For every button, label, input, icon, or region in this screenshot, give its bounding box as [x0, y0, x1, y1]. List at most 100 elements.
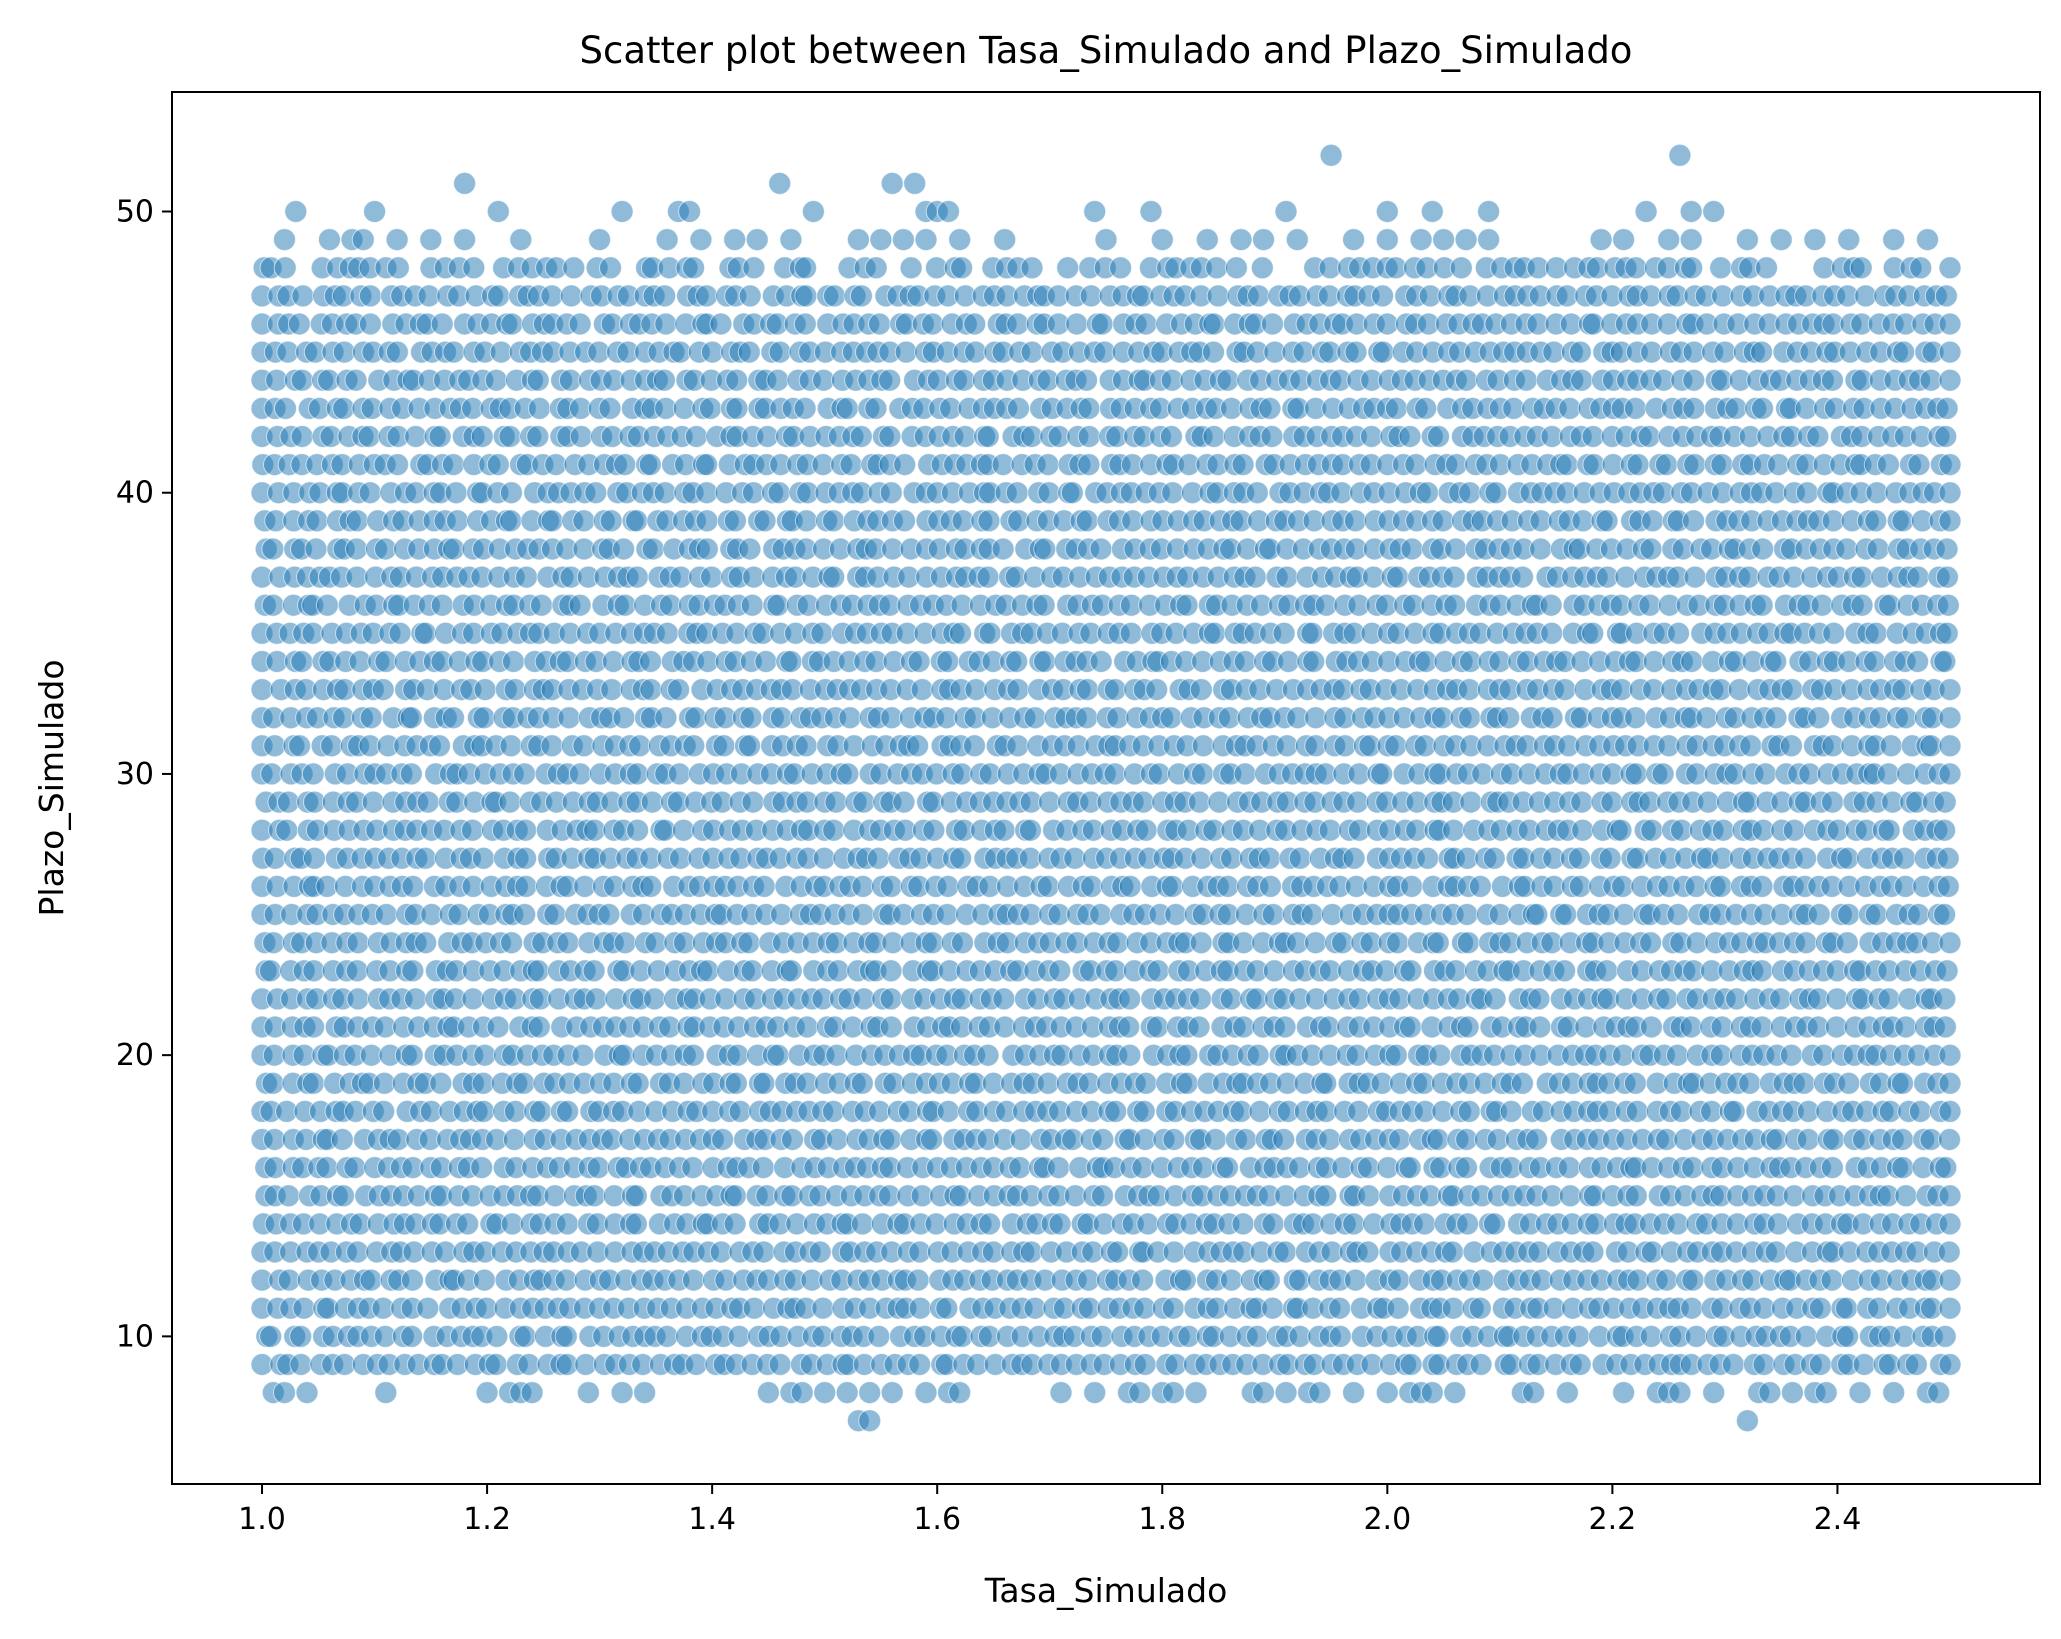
data-point [1416, 846, 1440, 870]
data-point [1308, 1381, 1332, 1405]
data-point [1666, 903, 1690, 926]
data-point [612, 537, 636, 561]
data-point [1640, 818, 1664, 842]
data-point [1252, 1381, 1275, 1405]
data-point [1400, 537, 1424, 561]
data-point [1427, 425, 1450, 448]
data-point [790, 1381, 814, 1405]
data-point [1680, 256, 1704, 280]
data-point [1161, 481, 1185, 505]
data-point [442, 706, 465, 730]
data-point [1837, 1071, 1861, 1095]
data-point [576, 1381, 600, 1405]
data-point [1638, 593, 1662, 617]
data-point [1848, 1381, 1872, 1405]
data-point [1624, 762, 1648, 786]
data-point [849, 425, 873, 448]
data-point [562, 256, 586, 280]
data-point [1189, 678, 1213, 702]
data-point [1696, 790, 1720, 814]
data-point [1934, 1156, 1958, 1180]
data-point [1938, 312, 1962, 336]
data-point [1808, 1353, 1832, 1376]
data-point [1399, 1353, 1423, 1376]
data-point [1682, 396, 1706, 420]
data-point [261, 593, 285, 617]
data-point [779, 650, 803, 673]
data-point [1852, 1353, 1876, 1376]
data-point [1441, 1296, 1465, 1320]
data-point [1938, 1184, 1962, 1208]
data-point [1020, 256, 1044, 280]
data-point [1555, 1381, 1579, 1405]
data-point [1612, 228, 1636, 252]
data-point [540, 284, 564, 308]
data-point [1075, 368, 1098, 392]
data-point [1892, 340, 1916, 364]
data-point [1261, 312, 1284, 336]
data-point [1442, 565, 1466, 589]
data-point [1938, 509, 1962, 533]
data-point [1568, 340, 1592, 364]
data-point [1600, 790, 1624, 814]
data-point [695, 481, 719, 505]
data-point [1232, 1015, 1256, 1039]
data-point [1850, 565, 1874, 589]
data-point [682, 256, 706, 280]
data-point [332, 396, 356, 420]
data-point [695, 509, 719, 533]
data-point [1477, 200, 1501, 223]
data-point [1106, 1240, 1130, 1264]
data-point [502, 1128, 526, 1151]
data-point [1835, 931, 1859, 955]
data-point [914, 228, 938, 252]
data-point [1261, 1296, 1285, 1320]
chart-title: Scatter plot between Tasa_Simulado and P… [580, 29, 1633, 72]
data-point [1272, 1128, 1296, 1151]
data-point [1134, 312, 1158, 336]
data-point [1005, 650, 1029, 673]
data-point [1682, 368, 1706, 392]
data-point [1936, 593, 1960, 617]
data-point [835, 1381, 859, 1405]
data-point [1184, 1381, 1208, 1405]
x-tick-label: 1.8 [1138, 1502, 1186, 1537]
data-point [1357, 1184, 1381, 1208]
data-point [386, 256, 410, 280]
data-point [852, 790, 876, 814]
data-point [684, 425, 708, 448]
data-point [1891, 1156, 1915, 1180]
data-point [1769, 987, 1793, 1011]
data-point [1202, 340, 1225, 364]
data-point [695, 284, 719, 308]
data-point [695, 453, 719, 477]
data-point [952, 368, 976, 392]
data-point [1090, 1324, 1114, 1348]
data-point [1938, 1043, 1962, 1067]
data-point [976, 425, 1000, 448]
data-point [1119, 621, 1143, 645]
data-point [626, 762, 649, 786]
data-point [1342, 228, 1366, 252]
data-point [484, 368, 508, 392]
data-point [372, 1099, 396, 1123]
data-point [1333, 734, 1357, 758]
data-point [740, 959, 764, 983]
data-point [1375, 1381, 1399, 1405]
data-point [1224, 256, 1248, 280]
data-point [851, 874, 875, 898]
data-point [801, 200, 825, 223]
data-point [922, 818, 946, 842]
data-point [936, 650, 960, 673]
data-point [1766, 1212, 1790, 1236]
data-point [640, 790, 664, 814]
data-point [1612, 1381, 1636, 1405]
data-point [461, 818, 484, 842]
data-point [1849, 256, 1873, 280]
data-point [1668, 143, 1692, 167]
data-point [529, 1099, 552, 1123]
data-point [1737, 565, 1761, 589]
data-point [978, 1212, 1002, 1236]
data-point [1216, 368, 1240, 392]
data-point [1033, 537, 1057, 561]
